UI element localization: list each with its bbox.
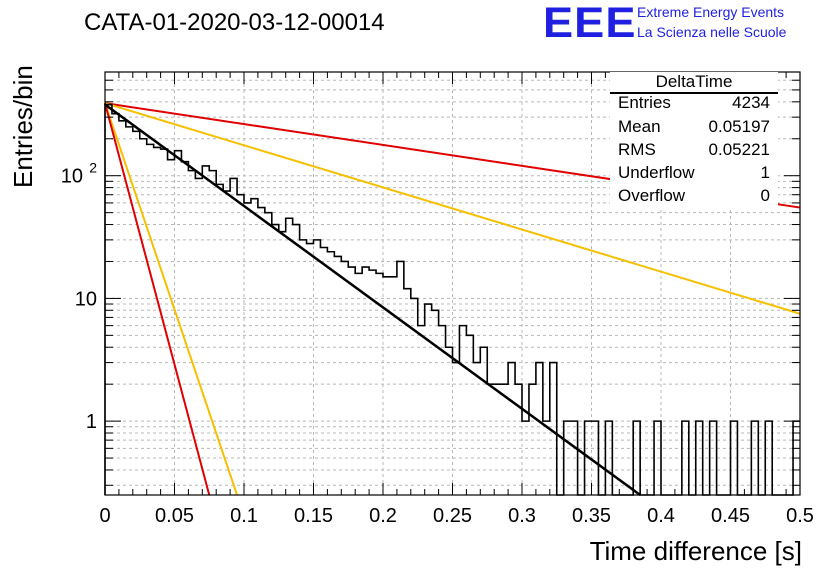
stats-value: 0.05197 (708, 117, 770, 136)
stats-box: DeltaTime Entries 4234 Mean 0.05197 RMS … (610, 72, 778, 210)
x-tick-label: 0.2 (369, 505, 397, 527)
curve-red-fast (104, 102, 211, 496)
y-axis-label: Entries/bin (8, 65, 38, 188)
x-tick-label: 0.45 (711, 505, 750, 527)
x-tick-label: 0 (99, 505, 110, 527)
run-title: CATA-01-2020-03-12-00014 (84, 9, 385, 36)
logo-line-2: La Scienza nelle Scuole (637, 24, 787, 40)
stats-key: Entries (618, 93, 671, 112)
stats-key: Overflow (618, 186, 686, 205)
stats-key: Mean (618, 117, 661, 136)
exponential-fit-line (104, 103, 641, 497)
stats-value: 1 (760, 163, 770, 182)
x-tick-label: 0.35 (572, 505, 611, 527)
stats-value: 4234 (732, 93, 770, 112)
stats-title: DeltaTime (655, 72, 733, 91)
x-tick-label: 0.4 (647, 505, 675, 527)
x-tick-label: 0.25 (433, 505, 472, 527)
stats-value: 0 (760, 186, 770, 205)
x-tick-label: 0.3 (508, 505, 536, 527)
x-axis-label: Time difference [s] (589, 536, 802, 566)
x-tick-label: 0.5 (786, 505, 814, 527)
curve-yellow-slow (104, 102, 801, 315)
stats-key: Underflow (618, 163, 695, 182)
y-tick-label: 1 (86, 411, 97, 433)
stats-divider (610, 92, 778, 94)
y-tick-label: 10 (61, 166, 83, 188)
x-tick-label: 0.05 (155, 505, 194, 527)
eee-logo: EEE (543, 0, 637, 47)
y-tick-label-exponent: 2 (89, 160, 97, 176)
x-tick-label: 0.1 (230, 505, 258, 527)
stats-value: 0.05221 (708, 140, 770, 159)
stats-key: RMS (618, 140, 656, 159)
logo-line-1: Extreme Energy Events (637, 4, 785, 20)
curve-yellow-fast (104, 102, 238, 496)
y-tick-label: 10 (75, 288, 97, 310)
x-tick-label: 0.15 (294, 505, 333, 527)
